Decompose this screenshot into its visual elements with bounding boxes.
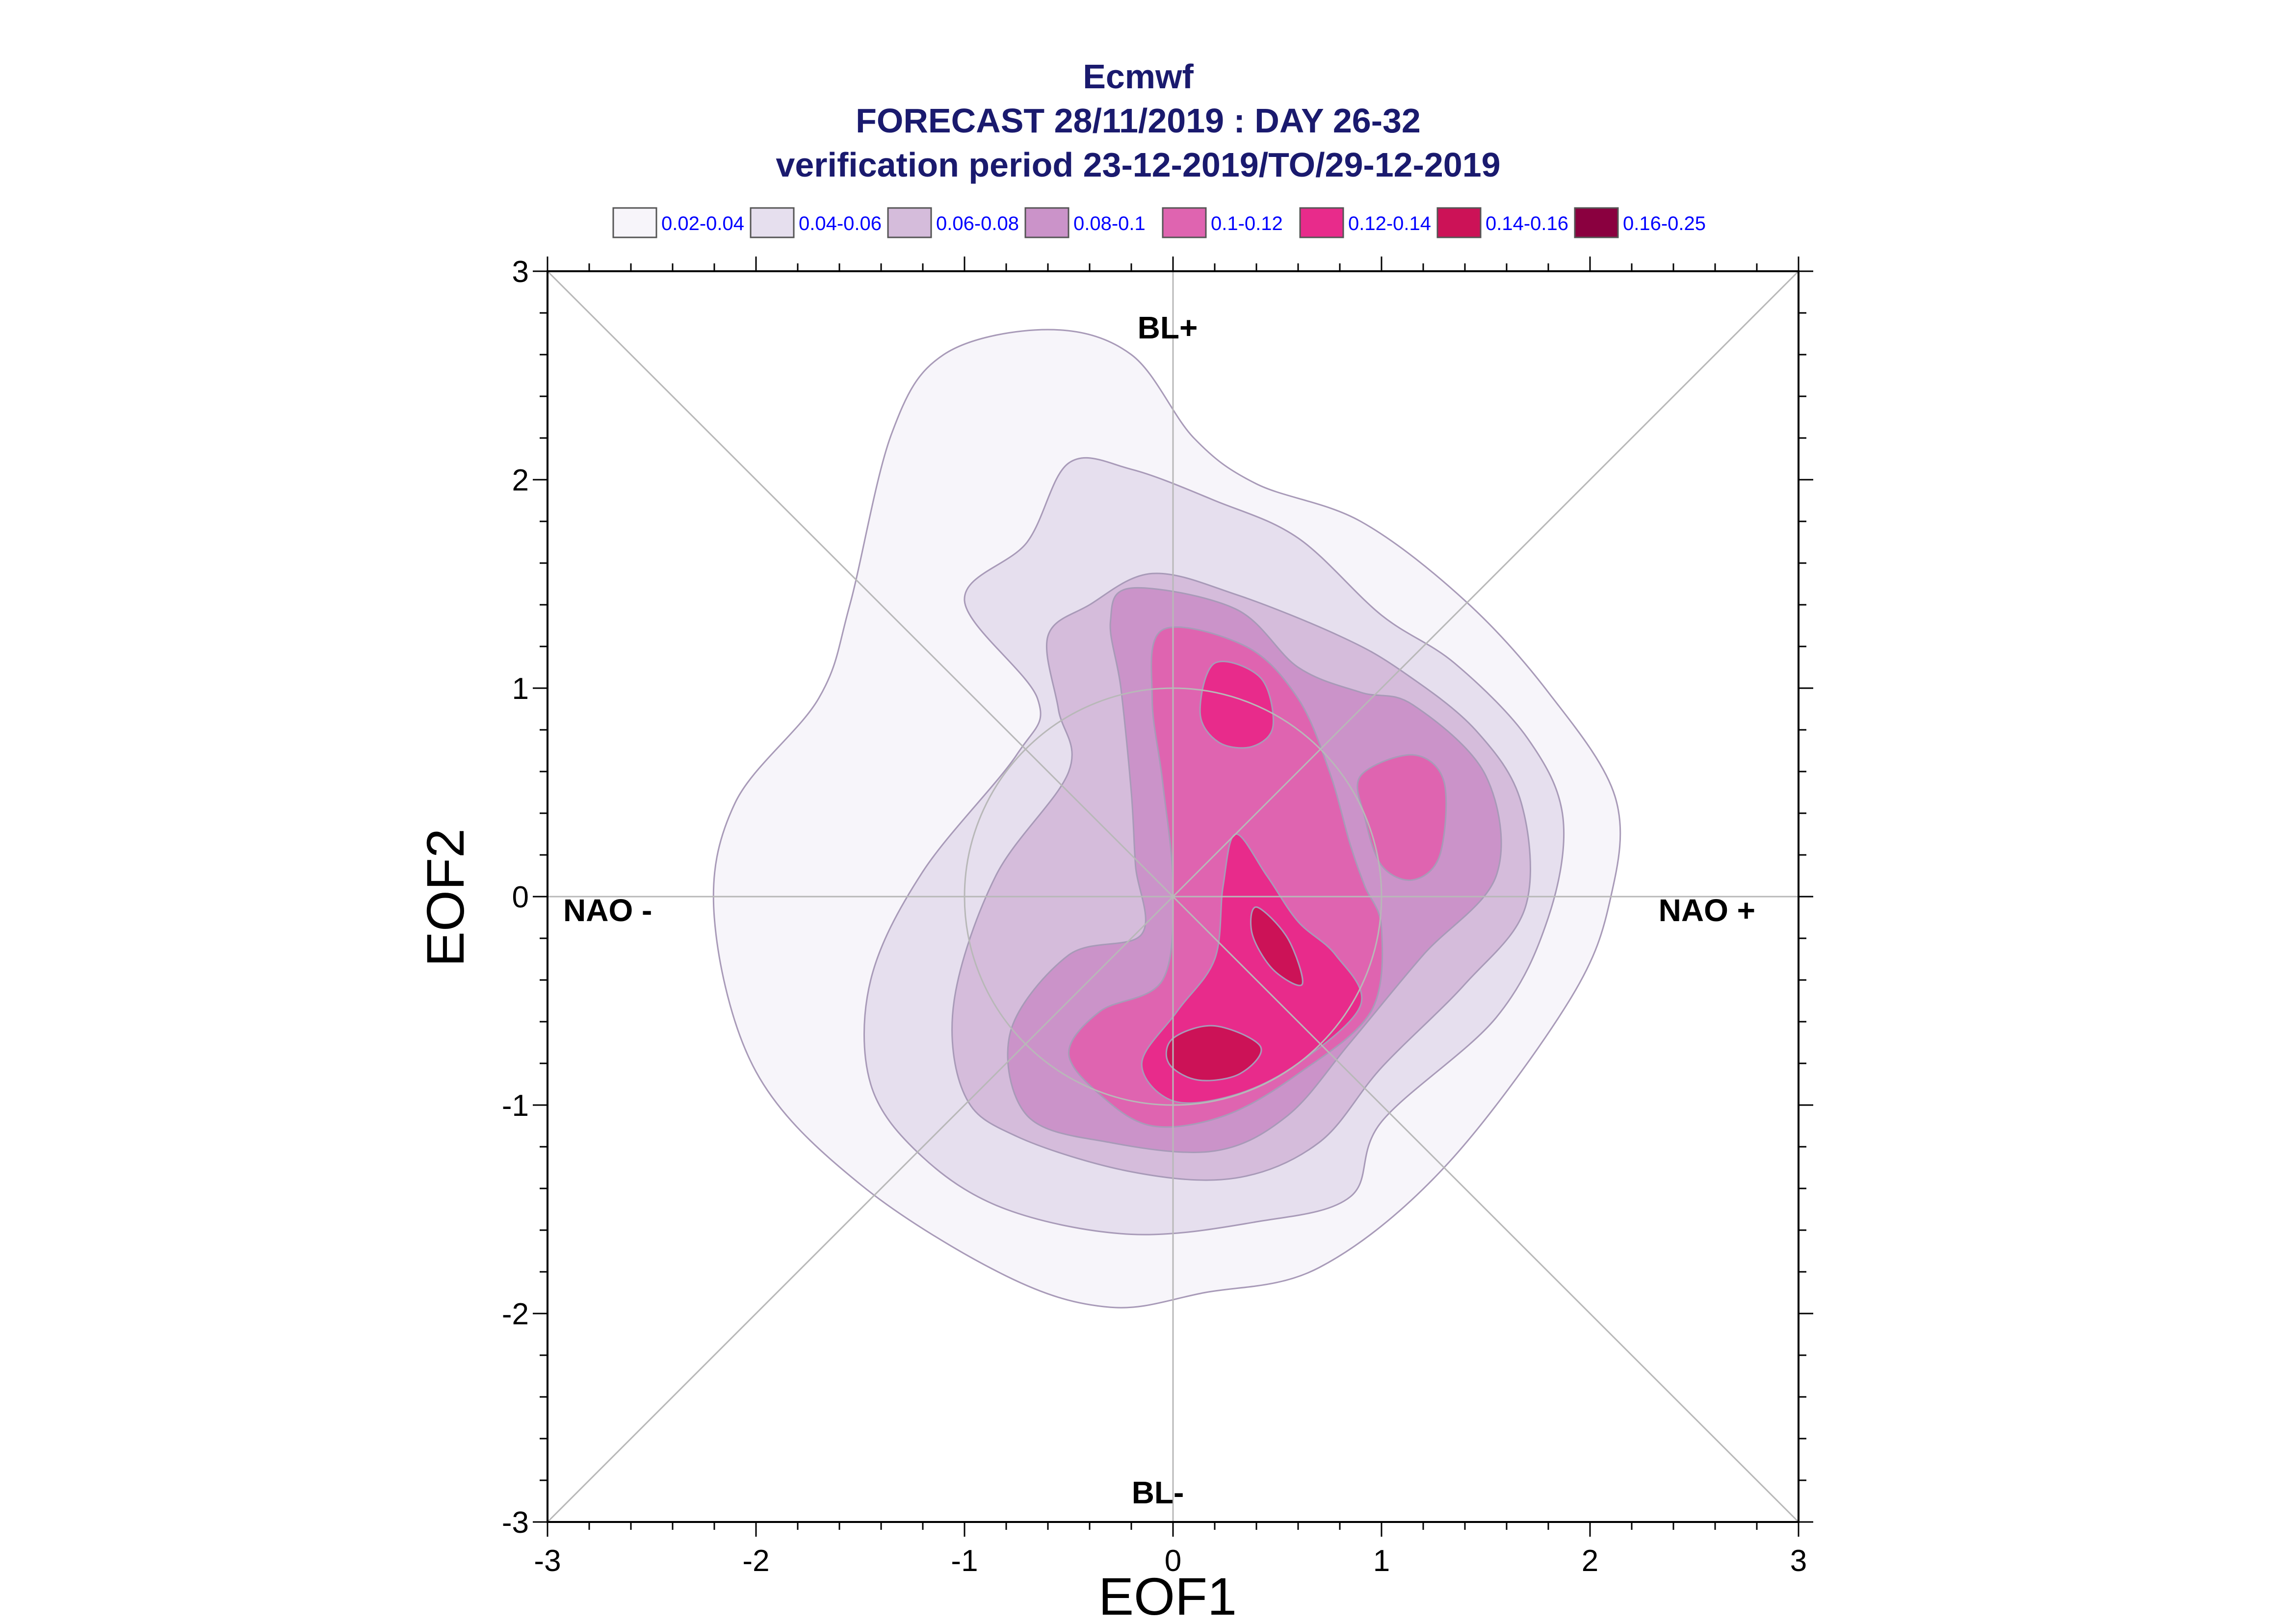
- regime-label-bottom: BL-: [1132, 1475, 1184, 1510]
- legend-swatch: [887, 207, 932, 238]
- guide-layer: [547, 270, 1799, 1523]
- legend: 0.02-0.04 0.04-0.06 0.06-0.08 0.08-0.1 0.1-0…: [612, 207, 1706, 238]
- legend-label: 0.16-0.25: [1623, 213, 1706, 234]
- legend-label: 0.12-0.14: [1348, 213, 1431, 234]
- x-tick-label: 0: [1165, 1544, 1181, 1578]
- legend-label: 0.04-0.06: [799, 213, 882, 234]
- regime-label-top: BL+: [1138, 310, 1198, 345]
- legend-swatch: [1574, 207, 1619, 238]
- unit-circle: [964, 687, 1382, 1106]
- y-axis-title: EOF2: [416, 828, 475, 967]
- y-tick-label: 1: [512, 672, 529, 706]
- x-tick-label: 1: [1373, 1544, 1390, 1578]
- title-line-3: verification period 23-12-2019/TO/29-12-…: [776, 146, 1500, 184]
- y-tick-label: -3: [502, 1506, 529, 1540]
- legend-swatch: [1299, 207, 1344, 238]
- title-line-1: Ecmwf: [1083, 57, 1194, 96]
- legend-swatch: [750, 207, 795, 238]
- legend-swatch: [1162, 207, 1207, 238]
- y-tick-label: -2: [502, 1297, 529, 1331]
- legend-label: 0.14-0.16: [1486, 213, 1568, 234]
- regime-label-left: NAO -: [563, 893, 652, 928]
- legend-swatch: [1024, 207, 1069, 238]
- y-tick-label: 0: [512, 880, 529, 914]
- legend-label: 0.1-0.12: [1211, 213, 1283, 234]
- plot-area: -3 -2 -1 0 1 2 3 -3 -2 -1 0 1 2 3: [502, 255, 1813, 1578]
- x-tick-label: -3: [534, 1544, 561, 1578]
- regime-label-right: NAO +: [1659, 893, 1755, 928]
- x-tick-label: -2: [742, 1544, 769, 1578]
- contour-band-0.14-0.16: [1165, 1025, 1262, 1082]
- legend-swatch: [1436, 207, 1482, 238]
- y-tick-label: 3: [512, 255, 529, 289]
- x-tick-label: 2: [1582, 1544, 1598, 1578]
- contour-layer: [712, 329, 1621, 1309]
- x-axis-title: EOF1: [1098, 1567, 1237, 1624]
- x-tick-label: -1: [951, 1544, 978, 1578]
- contour-band-0.12-0.14: [1199, 660, 1274, 749]
- contour-band-0.1-0.12: [1356, 754, 1447, 881]
- title-line-2: FORECAST 28/11/2019 : DAY 26-32: [856, 102, 1421, 140]
- legend-label: 0.02-0.04: [661, 213, 744, 234]
- chart-title: Ecmwf FORECAST 28/11/2019 : DAY 26-32 ve…: [776, 57, 1500, 184]
- y-tick-label: 2: [512, 464, 529, 497]
- legend-swatch: [612, 207, 657, 238]
- contour-band-0.14-0.16: [1250, 906, 1304, 986]
- x-tick-label: 3: [1790, 1544, 1807, 1578]
- legend-label: 0.06-0.08: [936, 213, 1019, 234]
- y-tick-label: -1: [502, 1089, 529, 1123]
- legend-label: 0.08-0.1: [1073, 213, 1146, 234]
- axis-layer: -3 -2 -1 0 1 2 3 -3 -2 -1 0 1 2 3: [502, 255, 1813, 1578]
